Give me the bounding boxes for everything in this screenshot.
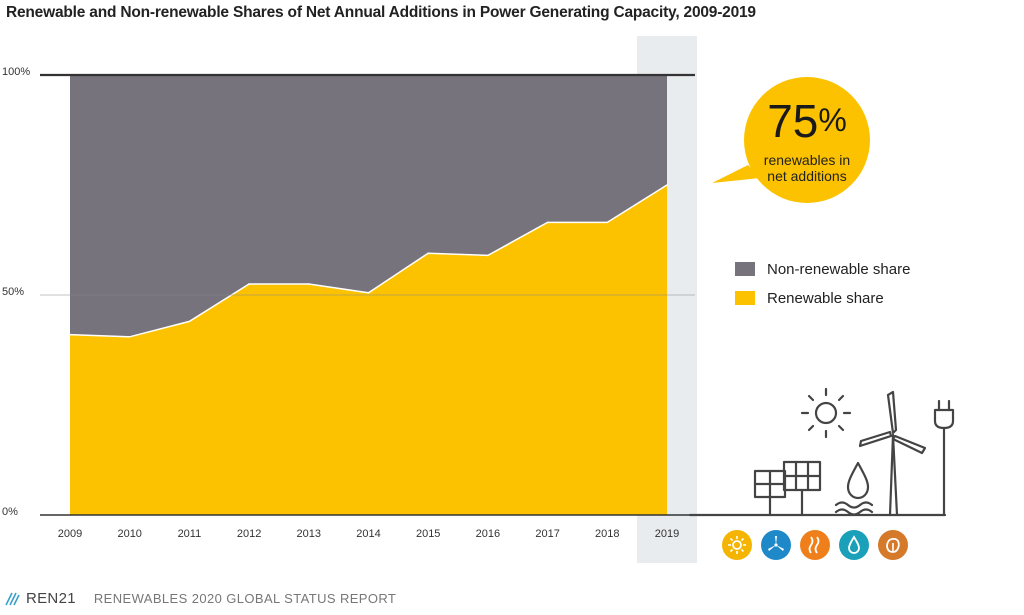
- ren21-logo: REN21: [26, 590, 76, 607]
- data-point-2019: [666, 184, 668, 186]
- legend-label: Renewable share: [767, 289, 884, 307]
- x-tick-label: 2013: [297, 528, 321, 540]
- data-point-2013: [308, 283, 310, 285]
- x-tick-label: 2010: [117, 528, 141, 540]
- data-point-2015: [427, 252, 430, 254]
- x-tick-label: 2011: [178, 528, 202, 540]
- geothermal-icon: [800, 530, 830, 560]
- data-point-2012: [248, 283, 250, 285]
- data-point-2016: [487, 254, 489, 257]
- legend-item-renewable: Renewable share: [735, 287, 910, 309]
- x-tick-label: 2014: [356, 528, 380, 540]
- area-non-renewable: [70, 75, 667, 337]
- legend-swatch: [735, 262, 755, 276]
- footer: REN21 RENEWABLES 2020 GLOBAL STATUS REPO…: [4, 590, 396, 607]
- callout-text: renewables in net additions: [742, 152, 872, 184]
- callout-line-2: net additions: [767, 168, 847, 184]
- solar-icon: [722, 530, 752, 560]
- y-tick-label: 100%: [2, 66, 30, 78]
- legend-swatch: [735, 291, 755, 305]
- data-point-2014: [367, 292, 370, 294]
- bioenergy-icon: [878, 530, 908, 560]
- data-point-2018: [606, 221, 609, 224]
- legend-item-non-renewable: Non-renewable share: [735, 258, 910, 280]
- legend-label: Non-renewable share: [767, 260, 911, 278]
- hydro-icon: [839, 530, 869, 560]
- legend: Non-renewable share Renewable share: [735, 258, 910, 316]
- chart-title: Renewable and Non-renewable Shares of Ne…: [6, 4, 756, 21]
- area-renewable: [70, 185, 667, 515]
- technology-icons: [722, 530, 917, 560]
- y-tick-label: 0%: [2, 506, 18, 518]
- x-tick-label: 2015: [416, 528, 440, 540]
- report-title: RENEWABLES 2020 GLOBAL STATUS REPORT: [93, 591, 397, 606]
- data-point-2011: [188, 320, 191, 323]
- x-tick-label: 2018: [595, 528, 619, 540]
- callout-bubble: [712, 77, 870, 203]
- callout-line-1: renewables in: [763, 152, 851, 168]
- callout-value: 75%: [767, 95, 847, 147]
- ren21-logo-icon: [5, 592, 20, 605]
- data-point-2010: [128, 336, 131, 338]
- x-tick-label: 2012: [237, 528, 261, 540]
- y-tick-label: 50%: [2, 286, 24, 298]
- data-point-2009: [69, 333, 71, 336]
- x-tick-label: 2009: [58, 528, 82, 540]
- wind-icon: [761, 530, 791, 560]
- x-tick-label: 2017: [535, 528, 559, 540]
- x-tick-label: 2019: [655, 528, 679, 540]
- data-point-2017: [546, 221, 549, 224]
- x-tick-label: 2016: [476, 528, 500, 540]
- energy-illustration: [688, 387, 955, 517]
